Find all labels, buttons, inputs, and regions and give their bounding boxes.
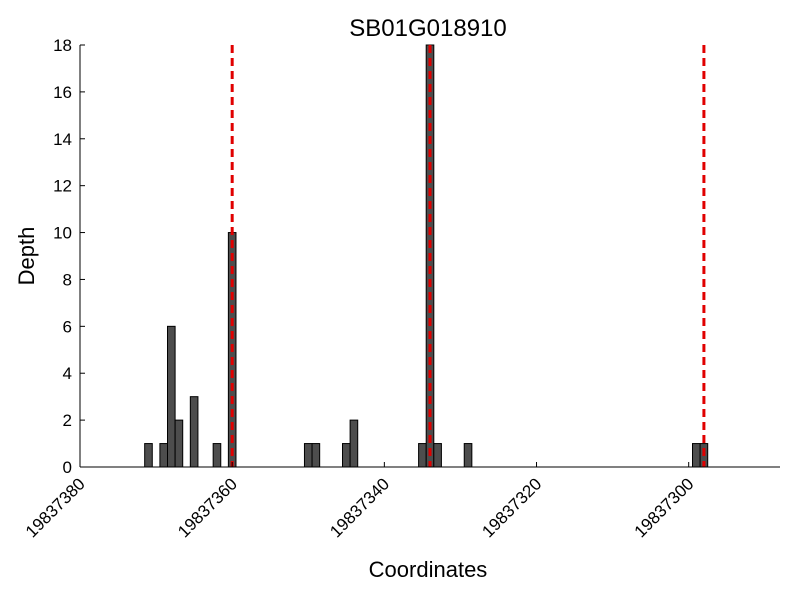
x-axis-label: Coordinates <box>369 557 488 582</box>
x-tick-label: 19837380 <box>22 474 89 541</box>
y-tick-label: 2 <box>63 411 72 430</box>
bar <box>189 396 199 468</box>
x-tick-label: 19837340 <box>326 474 393 541</box>
bar <box>144 443 153 468</box>
bar <box>692 443 701 468</box>
bar <box>418 443 427 468</box>
chart-title: SB01G018910 <box>349 15 506 42</box>
y-tick-label: 8 <box>63 270 72 289</box>
x-tick-label: 19837360 <box>174 474 241 541</box>
y-tick-label: 18 <box>53 36 72 55</box>
y-tick-label: 10 <box>53 224 72 243</box>
x-tick-label: 19837320 <box>478 474 545 541</box>
y-tick-label: 4 <box>63 364 72 383</box>
bar <box>212 443 222 468</box>
x-tick-label: 19837300 <box>631 474 698 541</box>
y-tick-label: 14 <box>53 130 72 149</box>
bar <box>463 443 473 468</box>
bar <box>159 443 169 468</box>
bar <box>174 419 184 468</box>
y-tick-label: 0 <box>63 458 72 477</box>
bar <box>311 443 321 468</box>
bar <box>167 325 176 468</box>
y-axis-label: Depth <box>14 227 39 286</box>
bar <box>303 443 313 468</box>
y-tick-label: 16 <box>53 83 72 102</box>
bar <box>349 419 359 468</box>
bar <box>342 443 351 468</box>
y-tick-label: 6 <box>63 317 72 336</box>
bar <box>433 443 442 468</box>
y-tick-label: 12 <box>53 177 72 196</box>
